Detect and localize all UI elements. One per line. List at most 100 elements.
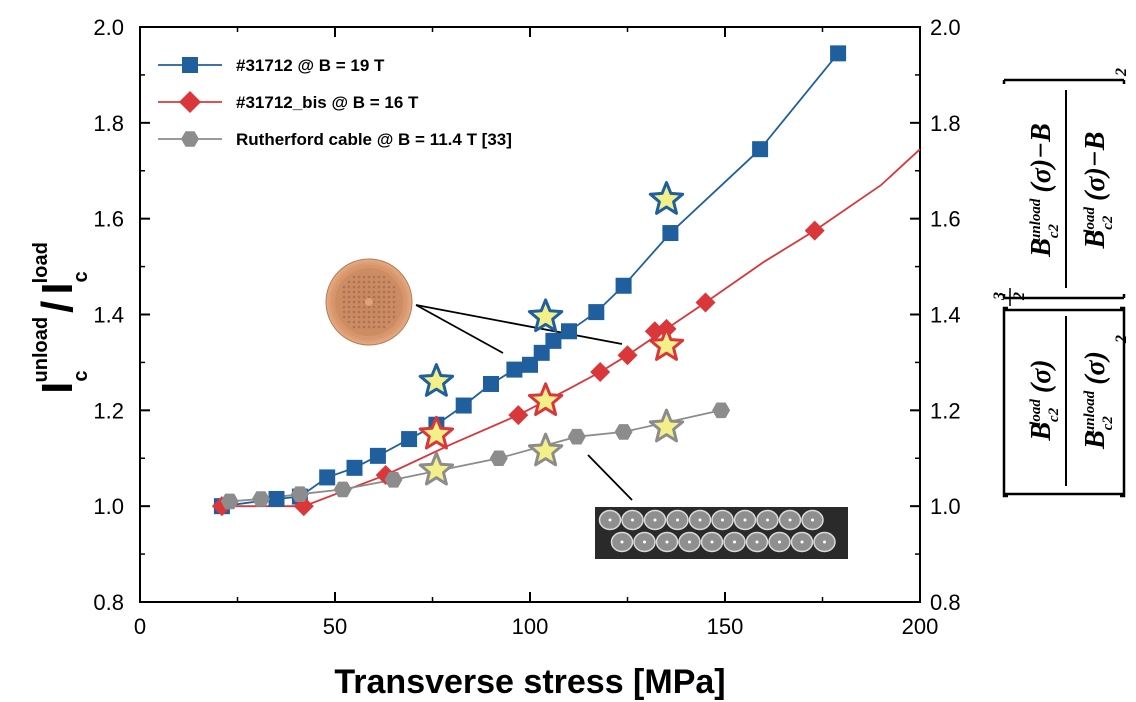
y-tick-label-right: 0.8: [930, 590, 961, 615]
star-marker: [418, 415, 455, 450]
series-2-marker: [617, 345, 638, 366]
right-num-top-sigma: (σ): [1026, 359, 1057, 393]
svg-text:Bc2load(σ): Bc2load (σ): [1026, 359, 1062, 441]
series-1-marker: [506, 361, 523, 378]
series-3-marker: [333, 481, 352, 498]
series-line-1: [221, 52, 839, 508]
series-1-marker: [319, 469, 336, 486]
x-tick-label: 100: [512, 614, 549, 639]
y-tick-label: 2.0: [93, 15, 124, 40]
right-num-bottom-sup: unload: [1082, 390, 1098, 434]
series-2-marker: [590, 362, 611, 382]
right-den-top: B: [1026, 238, 1057, 258]
y-tick-label: 1.4: [93, 303, 124, 328]
y-label-sub-1: c: [70, 370, 92, 381]
series-3-marker: [712, 402, 731, 419]
legend-entry-series-3: Rutherford cable @ B = 11.4 T [33]: [158, 130, 512, 149]
series-2-marker: [508, 405, 529, 426]
star-marker: [527, 432, 564, 467]
legend: #31712 @ B = 19 T #31712_bis @ B = 16 T …: [158, 56, 512, 149]
star-marker: [648, 181, 685, 215]
right-label-difference-group: Bc2unload(σ)−B Bc2load(σ)−B 2: [1002, 68, 1130, 300]
y-tick-label-right: 1.0: [930, 494, 961, 519]
right-den-bottom-sub: c2: [1100, 215, 1116, 230]
right-den-top-sigma: (σ)−B: [1026, 123, 1057, 192]
right-num-top-sub: c2: [1046, 407, 1062, 422]
y-tick-label-right: 1.4: [930, 303, 961, 328]
series-1-marker: [752, 141, 769, 158]
right-label-ratio-group: Bc2load(σ) Bc2unload(σ) 2 3 2: [991, 288, 1130, 498]
right-den-bottom-sigma: (σ)−B: [1080, 132, 1111, 201]
series-line-2: [221, 148, 921, 508]
x-tick-label: 150: [707, 614, 744, 639]
svg-text:Bc2unload(σ)−B: Bc2unload (σ)−B: [1026, 123, 1062, 258]
series-1-marker: [268, 490, 285, 507]
y-label-sup-2: load: [30, 242, 52, 283]
legend-label-series-1: #31712 @ B = 19 T: [236, 56, 385, 75]
series-3-marker: [614, 424, 633, 440]
series-2-marker: [804, 220, 825, 241]
series-3-marker: [251, 491, 270, 507]
series-1-marker: [545, 332, 562, 349]
y-label-sup-1: unload: [30, 317, 52, 383]
right-num-bottom: B: [1080, 430, 1111, 450]
star-markers: [418, 181, 685, 486]
right-num-top: B: [1026, 422, 1057, 442]
series-1-marker: [483, 375, 499, 392]
legend-entry-series-1: #31712 @ B = 19 T: [158, 56, 385, 75]
right-num-top-sup: load: [1028, 399, 1044, 426]
y-axis-label: Ic unload / Ic load: [30, 242, 92, 394]
series-1-marker: [588, 304, 605, 321]
series-2-marker: [695, 292, 716, 313]
legend-label-series-3: Rutherford cable @ B = 11.4 T [33]: [236, 130, 512, 149]
star-marker: [648, 408, 685, 443]
y-label-slash: /: [33, 301, 82, 313]
y-label-base-2: I: [33, 282, 82, 294]
series-1-marker: [455, 397, 472, 414]
y-tick-label: 1.2: [93, 398, 124, 423]
series-1-marker: [662, 225, 679, 242]
series-3-marker: [384, 472, 403, 488]
y-tick-label: 1.6: [93, 207, 124, 232]
right-den-top-sub: c2: [1046, 223, 1062, 238]
right-den-bottom-sup: load: [1082, 206, 1098, 233]
star-marker: [527, 298, 564, 333]
star-marker: [648, 327, 685, 361]
strand-cross-section-inset: [325, 258, 413, 346]
svg-text:Bc2load(σ)−B: Bc2load (σ)−B: [1080, 132, 1116, 250]
star-marker: [418, 451, 455, 486]
right-exp-den: 2: [1011, 292, 1028, 301]
y-label-base-1: I: [33, 382, 82, 394]
x-axis-label: Transverse stress [MPa]: [334, 663, 725, 701]
star-marker: [418, 363, 455, 397]
y-tick-label-right: 1.6: [930, 207, 961, 232]
series-1-marker: [830, 45, 847, 62]
y-tick-label: 0.8: [93, 590, 124, 615]
series-1-marker: [369, 447, 386, 464]
y-tick-label-right: 1.8: [930, 111, 961, 136]
rutherford-cable-inset: [595, 507, 848, 559]
legend-label-series-2: #31712_bis @ B = 16 T: [236, 93, 419, 112]
series-3-marker: [489, 450, 508, 466]
right-exp-two-a: 2: [1113, 335, 1130, 344]
svg-text:Icunload/Icload: Ic unload / Ic load: [30, 242, 92, 394]
right-exp-two-b: 2: [1113, 68, 1130, 77]
star-marker: [527, 382, 564, 416]
x-tick-label: 50: [323, 614, 347, 639]
right-num-bottom-sigma: (σ): [1080, 351, 1111, 385]
y-label-sub-2: c: [70, 271, 92, 282]
series-1-marker: [401, 431, 418, 448]
inset-pointer-lines: [415, 304, 633, 501]
x-tick-label: 0: [134, 614, 146, 639]
svg-text:Bc2unload(σ): Bc2unload (σ): [1080, 351, 1116, 450]
series-1-marker: [615, 277, 632, 294]
y-tick-label: 1.0: [93, 494, 124, 519]
y-tick-label: 1.8: [93, 111, 124, 136]
x-tick-label: 200: [902, 614, 939, 639]
series-3-marker: [567, 428, 586, 445]
series-markers: [211, 45, 847, 517]
series-1-marker: [346, 459, 363, 476]
right-den-bottom: B: [1080, 230, 1111, 250]
